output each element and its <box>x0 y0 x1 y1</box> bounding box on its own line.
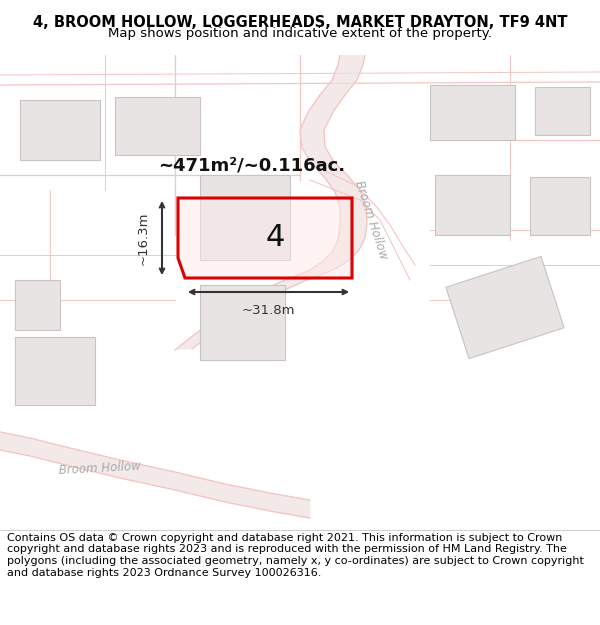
Bar <box>535 87 590 135</box>
Bar <box>115 97 200 155</box>
Polygon shape <box>175 55 367 350</box>
Polygon shape <box>178 198 352 278</box>
Text: ~16.3m: ~16.3m <box>137 211 150 265</box>
Text: Broom Hollow: Broom Hollow <box>59 459 142 477</box>
Text: Contains OS data © Crown copyright and database right 2021. This information is : Contains OS data © Crown copyright and d… <box>7 533 584 578</box>
Text: ~471m²/~0.116ac.: ~471m²/~0.116ac. <box>158 157 346 175</box>
Polygon shape <box>0 432 310 518</box>
Text: 4, BROOM HOLLOW, LOGGERHEADS, MARKET DRAYTON, TF9 4NT: 4, BROOM HOLLOW, LOGGERHEADS, MARKET DRA… <box>33 16 567 31</box>
Text: Map shows position and indicative extent of the property.: Map shows position and indicative extent… <box>108 27 492 39</box>
Bar <box>435 175 510 235</box>
Bar <box>200 175 290 260</box>
Polygon shape <box>446 256 564 359</box>
Text: 4: 4 <box>265 224 284 253</box>
Bar <box>15 337 95 405</box>
Text: ~31.8m: ~31.8m <box>241 304 295 317</box>
Bar <box>15 280 60 330</box>
Bar <box>530 177 590 235</box>
Bar <box>20 100 100 160</box>
Bar <box>430 85 515 140</box>
Bar <box>200 285 285 360</box>
Text: Broom Hollow: Broom Hollow <box>352 179 390 261</box>
